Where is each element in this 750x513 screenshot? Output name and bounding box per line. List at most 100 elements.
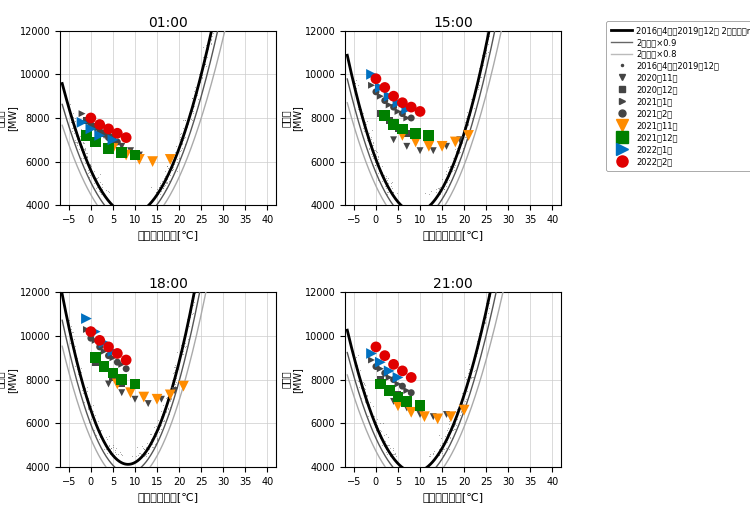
Point xyxy=(397,382,409,390)
Point xyxy=(414,107,426,115)
Point xyxy=(397,131,409,140)
Point xyxy=(379,351,391,360)
Point xyxy=(116,360,128,368)
Point xyxy=(365,356,377,364)
Point xyxy=(400,105,412,113)
Point xyxy=(80,131,92,140)
Point xyxy=(374,358,386,366)
Point xyxy=(370,88,382,96)
Point xyxy=(89,337,101,345)
Point xyxy=(85,328,97,336)
Point xyxy=(142,400,154,408)
Point xyxy=(388,397,400,405)
Title: 21:00: 21:00 xyxy=(433,277,473,291)
Point xyxy=(423,142,435,150)
Point xyxy=(116,376,128,384)
Point xyxy=(427,147,439,155)
Point xyxy=(98,362,110,370)
Point xyxy=(374,83,386,91)
Point xyxy=(383,386,395,394)
Point xyxy=(423,131,435,140)
Point xyxy=(405,103,417,111)
Point xyxy=(454,136,466,144)
Point xyxy=(89,125,101,133)
Point xyxy=(107,369,119,377)
Point xyxy=(436,142,448,150)
Point xyxy=(116,142,128,150)
Point xyxy=(111,358,123,366)
Point xyxy=(98,131,110,140)
Point xyxy=(388,103,400,111)
Point xyxy=(383,116,395,124)
Point xyxy=(85,121,97,129)
Point xyxy=(400,114,412,122)
Point xyxy=(379,83,391,91)
Point xyxy=(383,92,395,101)
Point xyxy=(379,112,391,120)
Point xyxy=(98,129,110,137)
Point xyxy=(392,125,404,133)
Point xyxy=(120,356,132,364)
Point xyxy=(155,395,167,403)
X-axis label: 気温（広島）[℃]: 気温（広島）[℃] xyxy=(137,492,199,502)
Point xyxy=(89,328,101,336)
Point xyxy=(111,129,123,137)
Point xyxy=(120,133,132,142)
Point xyxy=(414,147,426,155)
Point xyxy=(129,395,141,403)
Point xyxy=(124,389,136,397)
Point xyxy=(400,404,412,412)
Point xyxy=(146,157,158,166)
Point xyxy=(374,92,386,101)
Point xyxy=(392,393,404,401)
Point xyxy=(383,373,395,382)
Point xyxy=(370,362,382,370)
Point xyxy=(392,373,404,382)
Point xyxy=(98,365,110,373)
Point xyxy=(129,380,141,388)
Point xyxy=(94,131,106,140)
Point xyxy=(388,376,400,384)
X-axis label: 気温（広島）[℃]: 気温（広島）[℃] xyxy=(137,230,199,241)
Point xyxy=(383,384,395,392)
Point xyxy=(383,101,395,109)
Point xyxy=(138,393,150,401)
Point xyxy=(388,121,400,129)
Point xyxy=(80,116,92,124)
Point xyxy=(414,402,426,410)
Point xyxy=(397,98,409,107)
Point xyxy=(80,314,92,323)
Point xyxy=(107,136,119,144)
Point xyxy=(111,380,123,388)
Point xyxy=(458,406,470,415)
Point xyxy=(107,145,119,153)
Point xyxy=(107,354,119,362)
Point xyxy=(370,343,382,351)
Point xyxy=(400,386,412,394)
Y-axis label: 需要量
[MW]: 需要量 [MW] xyxy=(0,367,16,392)
Point xyxy=(400,395,412,403)
Point xyxy=(103,380,115,388)
Point xyxy=(89,354,101,362)
Y-axis label: 需要量
[MW]: 需要量 [MW] xyxy=(0,105,16,131)
Point xyxy=(94,127,106,135)
Point xyxy=(164,155,176,164)
Point xyxy=(414,410,426,419)
Point xyxy=(169,386,181,394)
Point xyxy=(374,376,386,384)
Point xyxy=(178,382,190,390)
Title: 01:00: 01:00 xyxy=(148,15,188,30)
Point xyxy=(124,147,136,155)
Point xyxy=(392,98,404,107)
Point xyxy=(116,389,128,397)
Point xyxy=(370,75,382,83)
X-axis label: 気温（広島）[℃]: 気温（広島）[℃] xyxy=(422,492,484,502)
Point xyxy=(76,119,88,127)
Point xyxy=(410,138,422,146)
Point xyxy=(94,343,106,351)
Point xyxy=(463,131,475,140)
Point xyxy=(103,351,115,360)
Point xyxy=(76,110,88,118)
Point xyxy=(85,116,97,124)
Point xyxy=(374,365,386,373)
